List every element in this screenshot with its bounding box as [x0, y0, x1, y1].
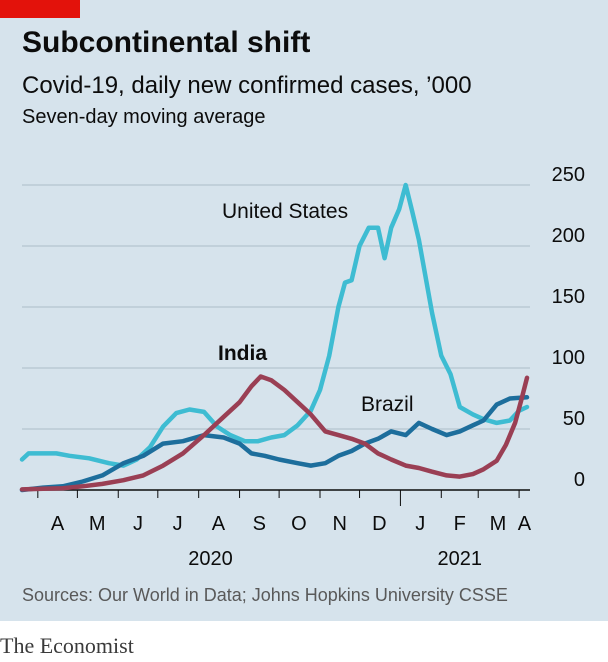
y-tick-label: 200 [552, 225, 585, 247]
y-tick-label: 150 [552, 286, 585, 308]
x-tick-label: M [490, 513, 507, 535]
y-axis-ticks: 250 200 150 100 50 0 [552, 164, 585, 491]
series-line-united-states [19, 182, 530, 468]
chart-subtitle: Covid-19, daily new confirmed cases, ’00… [22, 72, 472, 99]
x-tick-label: M [89, 513, 106, 535]
x-tick-label: N [333, 513, 347, 535]
x-tick-label: A [212, 513, 226, 535]
y-tick-label: 100 [552, 347, 585, 369]
gridlines [22, 184, 530, 491]
x-tick-label: J [133, 513, 143, 535]
y-tick-label: 250 [552, 164, 585, 186]
series-labels: United States India Brazil [218, 200, 414, 416]
x-tick-label: D [372, 513, 386, 535]
x-tick-label: O [291, 513, 307, 535]
series-label-india: India [218, 342, 267, 365]
year-label: 2020 [188, 548, 233, 570]
x-tick-label: F [454, 513, 466, 535]
x-tick-label: S [253, 513, 266, 535]
series-label-brazil: Brazil [361, 393, 414, 416]
x-tick-label: J [173, 513, 183, 535]
x-tick-label: A [51, 513, 65, 535]
series-line-brazil [19, 395, 530, 493]
y-tick-label: 50 [563, 408, 585, 430]
x-tick-label: J [415, 513, 425, 535]
chart-panel [0, 0, 608, 621]
year-label: 2021 [438, 548, 483, 570]
publisher-name: The Economist [0, 633, 134, 658]
series-lines [19, 182, 530, 493]
series-line-india [19, 374, 530, 492]
y-tick-label: 0 [574, 469, 585, 491]
chart-title: Subcontinental shift [22, 26, 311, 59]
x-tick-label: A [518, 513, 532, 535]
chart-note: Seven-day moving average [22, 106, 266, 128]
series-label-united-states: United States [222, 200, 348, 223]
brand-tag [0, 0, 80, 18]
source-note: Sources: Our World in Data; Johns Hopkin… [22, 585, 508, 605]
